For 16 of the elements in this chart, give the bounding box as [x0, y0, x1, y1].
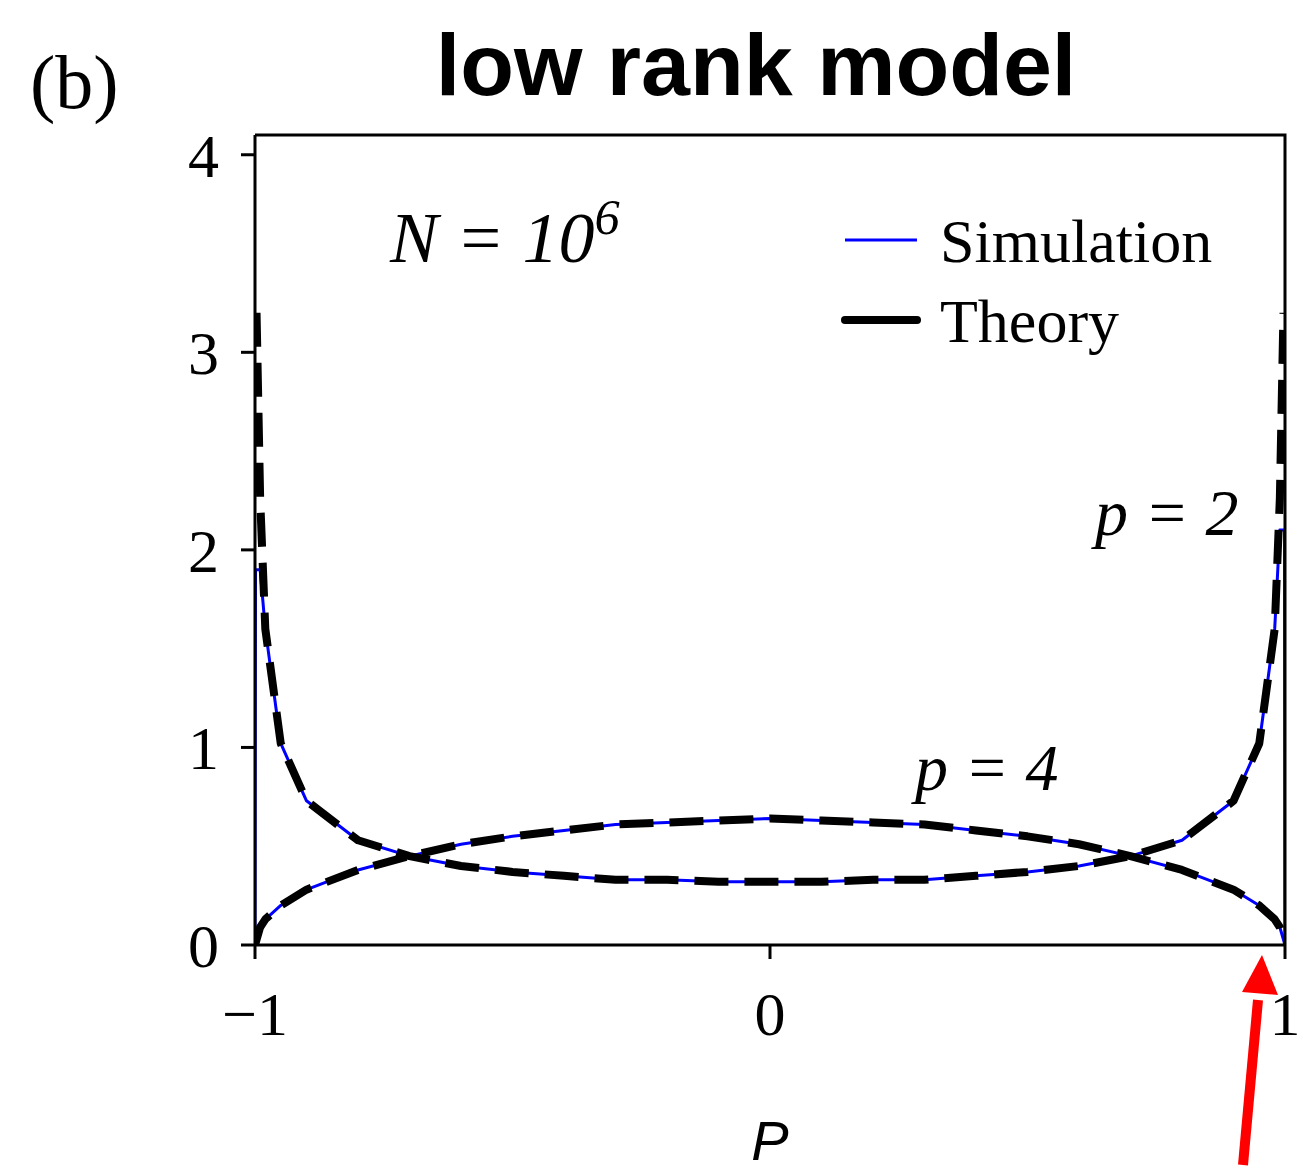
chart-title: low rank model	[435, 15, 1077, 114]
legend-label: Theory	[940, 287, 1120, 355]
legend-label: Simulation	[940, 207, 1213, 275]
y-tick-label: 3	[188, 319, 219, 388]
x-tick-label: 1	[1269, 980, 1301, 1049]
x-tick-label: 0	[754, 980, 786, 1049]
annotation: p = 4	[911, 731, 1059, 804]
y-tick-label: 0	[188, 912, 219, 981]
x-axis-title: P	[751, 1109, 789, 1172]
text: (b)	[30, 40, 119, 125]
x-tick-label: −1	[222, 980, 288, 1049]
y-tick-label: 1	[188, 714, 219, 783]
annotation: N = 10$^{6}$	[389, 189, 620, 278]
y-tick-label: 2	[188, 516, 219, 585]
annotation: p = 2	[1091, 476, 1239, 549]
y-tick-label: 4	[188, 121, 219, 190]
